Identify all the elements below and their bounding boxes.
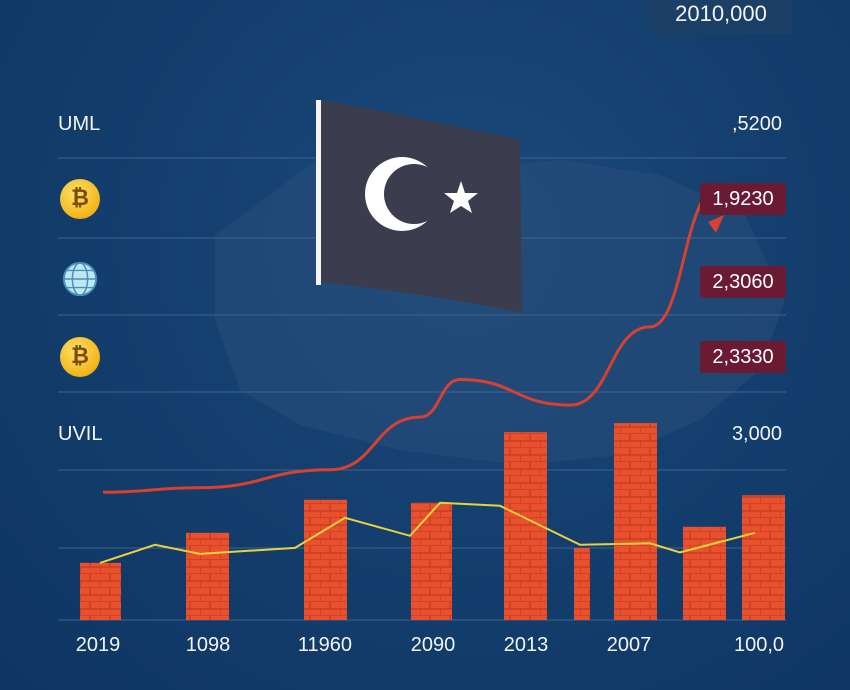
right-label-bottom: 3,000 [731, 423, 782, 445]
left-label-bottom: UVIL [58, 423, 103, 445]
bar [186, 532, 229, 620]
right-label-top: ,5200 [731, 113, 782, 135]
x-tick-label: 1098 [185, 634, 231, 656]
bar [80, 562, 121, 620]
bar [304, 499, 347, 620]
globe-icon [62, 261, 98, 297]
yellow-line-series [99, 501, 756, 564]
bar [411, 502, 452, 620]
bar-series [80, 423, 785, 620]
left-label-top: UML [58, 113, 101, 135]
value-badge: 2,3330 [700, 341, 786, 373]
x-tick-label: 100,0 [733, 634, 785, 656]
bar [614, 423, 657, 620]
header-value: 2010,000 [650, 0, 792, 34]
bitcoin-icon: ₿ [60, 179, 100, 219]
bar [683, 526, 726, 620]
value-badge: 1,9230 [700, 183, 786, 215]
red-line-arrowhead [708, 215, 724, 233]
flag [316, 100, 522, 313]
x-tick-label: 11960 [297, 634, 353, 656]
value-badge: 2,3060 [700, 266, 786, 298]
cropped-title-fragment: ▀ ▀ ▀ ▀ ▀ [62, 0, 326, 12]
bar [742, 495, 785, 620]
x-tick-label: 2007 [606, 634, 652, 656]
x-tick-label: 2090 [410, 634, 456, 656]
x-tick-label: 2019 [75, 634, 121, 656]
bar-fragment [574, 548, 590, 620]
red-line-series [102, 187, 719, 494]
bitcoin-icon: ₿ [60, 337, 100, 377]
x-tick-label: 2013 [503, 634, 549, 656]
